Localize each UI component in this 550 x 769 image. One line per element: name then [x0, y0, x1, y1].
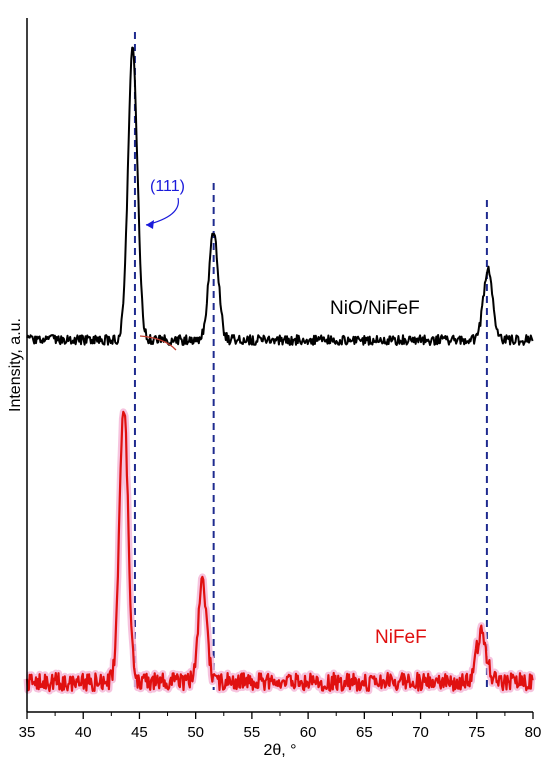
series-label-nifef: NiFeF: [375, 627, 427, 648]
series-halo-nifef: [23, 408, 537, 695]
x-tick-label: 40: [75, 724, 92, 741]
x-tick-label: 70: [412, 724, 429, 741]
series-layer: [23, 46, 537, 695]
y-axis-label: Intensity, a.u.: [7, 318, 24, 412]
x-axis-label: 2θ, °: [263, 742, 296, 759]
series-line-nio-nifef: [26, 46, 534, 346]
small-curved-arrow-icon: [139, 335, 177, 351]
axes: 35 40 45 50 55 60 65 70 75 80: [19, 18, 542, 741]
x-tick-label: 35: [19, 724, 36, 741]
series-label-nio-nifef: NiO/NiFeF: [330, 298, 420, 319]
x-tick-label: 60: [300, 724, 317, 741]
x-tick-label: 50: [187, 724, 204, 741]
labels: 2θ, ° Intensity, a.u. NiO/NiFeF NiFeF (1…: [7, 178, 427, 759]
x-tick-label: 45: [131, 724, 148, 741]
x-tick-label: 75: [468, 724, 485, 741]
annotation-arrowhead: [146, 220, 154, 229]
x-tick-label: 80: [525, 724, 542, 741]
annotation-arrow: [145, 197, 179, 226]
x-tick-label: 55: [244, 724, 261, 741]
reference-lines: [133, 32, 488, 690]
series-line-nifef: [25, 410, 534, 693]
peak-annotation-111: (111): [150, 178, 185, 195]
x-tick-label: 65: [356, 724, 373, 741]
